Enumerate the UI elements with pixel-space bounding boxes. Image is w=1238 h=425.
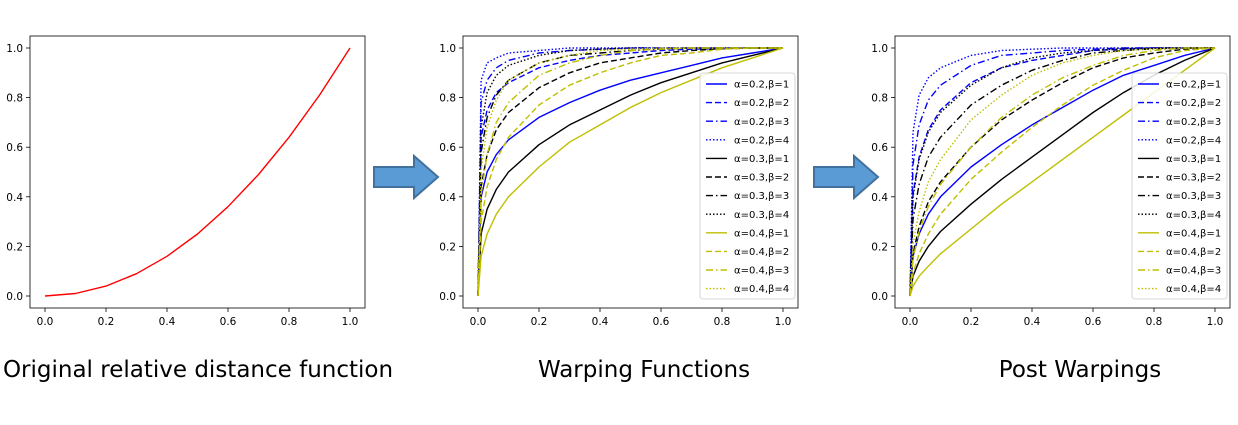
legend-label: α=0.4,β=3: [734, 266, 789, 277]
legend-label: α=0.4,β=4: [734, 284, 789, 295]
caption-original: Original relative distance function: [2, 357, 394, 383]
x-tick-label: 0.8: [714, 316, 731, 328]
x-tick-label: 0.4: [592, 316, 609, 328]
legend-label: α=0.4,β=4: [1166, 284, 1221, 295]
y-tick-label: 0.2: [439, 241, 456, 253]
x-tick-label: 0.4: [1024, 316, 1041, 328]
legend-label: α=0.2,β=2: [1166, 98, 1221, 109]
series-line-6: [909, 47, 1216, 297]
chart-panel-1: 0.0 0.2 0.4 0.6 0.8 1.0 0.0 0.2 0.4 0.6 0.8 1.0: [6, 35, 366, 328]
series-line-1: [44, 47, 351, 297]
y-tick-label: 1.0: [871, 43, 888, 55]
series-line-1: [909, 47, 1216, 297]
arrow-right-icon-2: [813, 153, 880, 201]
legend-label: α=0.2,β=4: [734, 135, 789, 146]
x-tick-label: 0.6: [1085, 316, 1102, 328]
x-tick-label: 1.0: [342, 316, 359, 328]
series-line-3: [909, 47, 1215, 297]
y-tick-label: 0.0: [6, 291, 23, 303]
series-line-5: [477, 47, 784, 297]
legend: α=0.2,β=1 α=0.2,β=2 α=0.2,β=3 α=0.2,β=4 α=0.…: [699, 72, 796, 300]
series-line-4: [909, 47, 1215, 297]
y-tick-label: 0.6: [871, 142, 888, 154]
legend-box: [699, 72, 796, 300]
legend-label: α=0.2,β=2: [734, 98, 789, 109]
y-tick-label: 0.8: [6, 93, 23, 105]
series-line-7: [909, 47, 1215, 297]
x-tick-label: 0.8: [281, 316, 298, 328]
x-tick-label: 0.2: [531, 316, 548, 328]
arrow-right-icon-1: [373, 153, 440, 201]
y-tick-label: 0.2: [6, 241, 23, 253]
legend-label: α=0.3,β=2: [1166, 173, 1221, 184]
legend-label: α=0.2,β=4: [1166, 135, 1221, 146]
chart-panel-3: 0.0 0.2 0.4 0.6 0.8 1.0 0.0 0.2 0.4 0.6 0.8 1.0 α=0.…: [871, 35, 1231, 328]
axes-frame: [29, 35, 366, 309]
caption-warping: Warping Functions: [537, 357, 751, 383]
legend-label: α=0.2,β=1: [1166, 80, 1221, 91]
legend-label: α=0.2,β=3: [734, 117, 789, 128]
x-tick-label: 0.0: [37, 316, 54, 328]
legend-label: α=0.3,β=3: [734, 191, 789, 202]
x-tick-label: 0.6: [653, 316, 670, 328]
y-tick-label: 0.4: [6, 192, 23, 204]
legend: α=0.2,β=1 α=0.2,β=2 α=0.2,β=3 α=0.2,β=4 α=0.…: [1131, 72, 1228, 300]
chart-panel-2: 0.0 0.2 0.4 0.6 0.8 1.0 0.0 0.2 0.4 0.6 0.8 1.0 α=0.…: [439, 35, 799, 328]
x-tick-label: 0.4: [159, 316, 176, 328]
x-tick-label: 0.2: [963, 316, 980, 328]
x-tick-label: 1.0: [1207, 316, 1224, 328]
legend-label: α=0.2,β=3: [1166, 117, 1221, 128]
legend-label: α=0.2,β=1: [734, 80, 789, 91]
x-tick-label: 1.0: [775, 316, 792, 328]
series-line-12: [909, 47, 1215, 297]
axes-frame: [462, 35, 799, 309]
legend-label: α=0.4,β=2: [1166, 247, 1221, 258]
y-tick-label: 0.6: [439, 142, 456, 154]
legend-label: α=0.4,β=1: [734, 228, 789, 239]
legend-label: α=0.4,β=1: [1166, 228, 1221, 239]
y-tick-label: 0.4: [871, 192, 888, 204]
y-tick-label: 0.2: [871, 241, 888, 253]
x-tick-label: 0.6: [220, 316, 237, 328]
series-line-8: [909, 47, 1215, 297]
y-tick-label: 0.4: [439, 192, 456, 204]
x-tick-label: 0.0: [902, 316, 919, 328]
series-line-1: [477, 47, 784, 297]
series-line-8: [477, 47, 783, 297]
legend-label: α=0.4,β=2: [734, 247, 789, 258]
y-tick-label: 1.0: [6, 43, 23, 55]
legend-label: α=0.4,β=3: [1166, 266, 1221, 277]
x-tick-label: 0.0: [470, 316, 487, 328]
y-tick-label: 0.8: [871, 93, 888, 105]
y-tick-label: 0.0: [439, 291, 456, 303]
y-tick-label: 0.6: [6, 142, 23, 154]
legend-label: α=0.3,β=1: [1166, 154, 1221, 165]
series-line-10: [477, 47, 783, 297]
y-tick-label: 0.0: [871, 291, 888, 303]
legend-label: α=0.3,β=2: [734, 173, 789, 184]
legend-label: α=0.3,β=1: [734, 154, 789, 165]
series-line-10: [909, 47, 1216, 297]
legend-label: α=0.3,β=4: [734, 210, 789, 221]
y-tick-label: 1.0: [439, 43, 456, 55]
series-line-11: [477, 47, 783, 297]
axes-frame: [894, 35, 1231, 309]
x-tick-label: 0.8: [1146, 316, 1163, 328]
caption-post: Post Warpings: [998, 357, 1162, 383]
legend-label: α=0.3,β=4: [1166, 210, 1221, 221]
series-line-9: [477, 47, 784, 297]
legend-box: [1131, 72, 1228, 300]
legend-label: α=0.3,β=3: [1166, 191, 1221, 202]
x-tick-label: 0.2: [98, 316, 115, 328]
y-tick-label: 0.8: [439, 93, 456, 105]
